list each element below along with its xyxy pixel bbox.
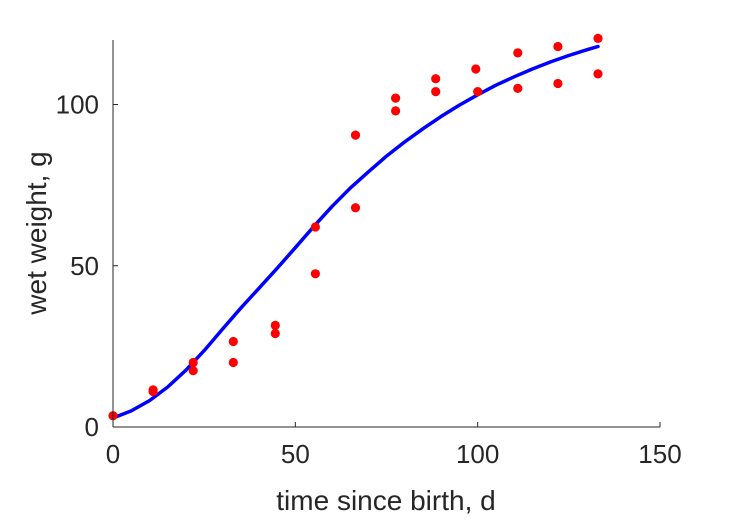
data-point bbox=[391, 93, 401, 103]
data-point bbox=[473, 87, 483, 97]
data-point bbox=[350, 203, 361, 213]
x-tick-label: 50 bbox=[281, 439, 310, 469]
y-axis-label: wet weight, g bbox=[21, 151, 52, 315]
data-point bbox=[553, 78, 563, 89]
data-point bbox=[391, 106, 401, 116]
data-point bbox=[270, 320, 280, 330]
y-tick-label: 100 bbox=[56, 90, 99, 120]
data-point bbox=[310, 269, 320, 279]
y-tick-label: 50 bbox=[70, 251, 99, 281]
x-tick-label: 100 bbox=[456, 439, 499, 469]
data-point bbox=[431, 74, 441, 84]
data-point bbox=[228, 357, 238, 368]
data-point bbox=[593, 33, 603, 44]
data-point bbox=[471, 64, 481, 74]
data-point bbox=[553, 41, 563, 52]
x-axis-label: time since birth, d bbox=[276, 485, 495, 516]
fit-curve bbox=[111, 44, 600, 420]
x-tick-label: 150 bbox=[638, 439, 681, 469]
data-point bbox=[310, 222, 320, 232]
data-point bbox=[188, 357, 198, 368]
data-point bbox=[148, 386, 158, 397]
data-point bbox=[228, 336, 238, 347]
data-point bbox=[188, 366, 198, 376]
data-point bbox=[431, 87, 441, 97]
data-point bbox=[513, 48, 523, 58]
y-tick-label: 0 bbox=[85, 412, 99, 442]
x-tick-label: 0 bbox=[106, 439, 120, 469]
data-point bbox=[593, 69, 603, 79]
data-point bbox=[513, 83, 523, 93]
ticks: 0 50 100 150 0 50 100 bbox=[56, 90, 682, 470]
data-point bbox=[350, 130, 361, 140]
plot-area bbox=[108, 33, 603, 421]
data-point bbox=[270, 328, 280, 339]
